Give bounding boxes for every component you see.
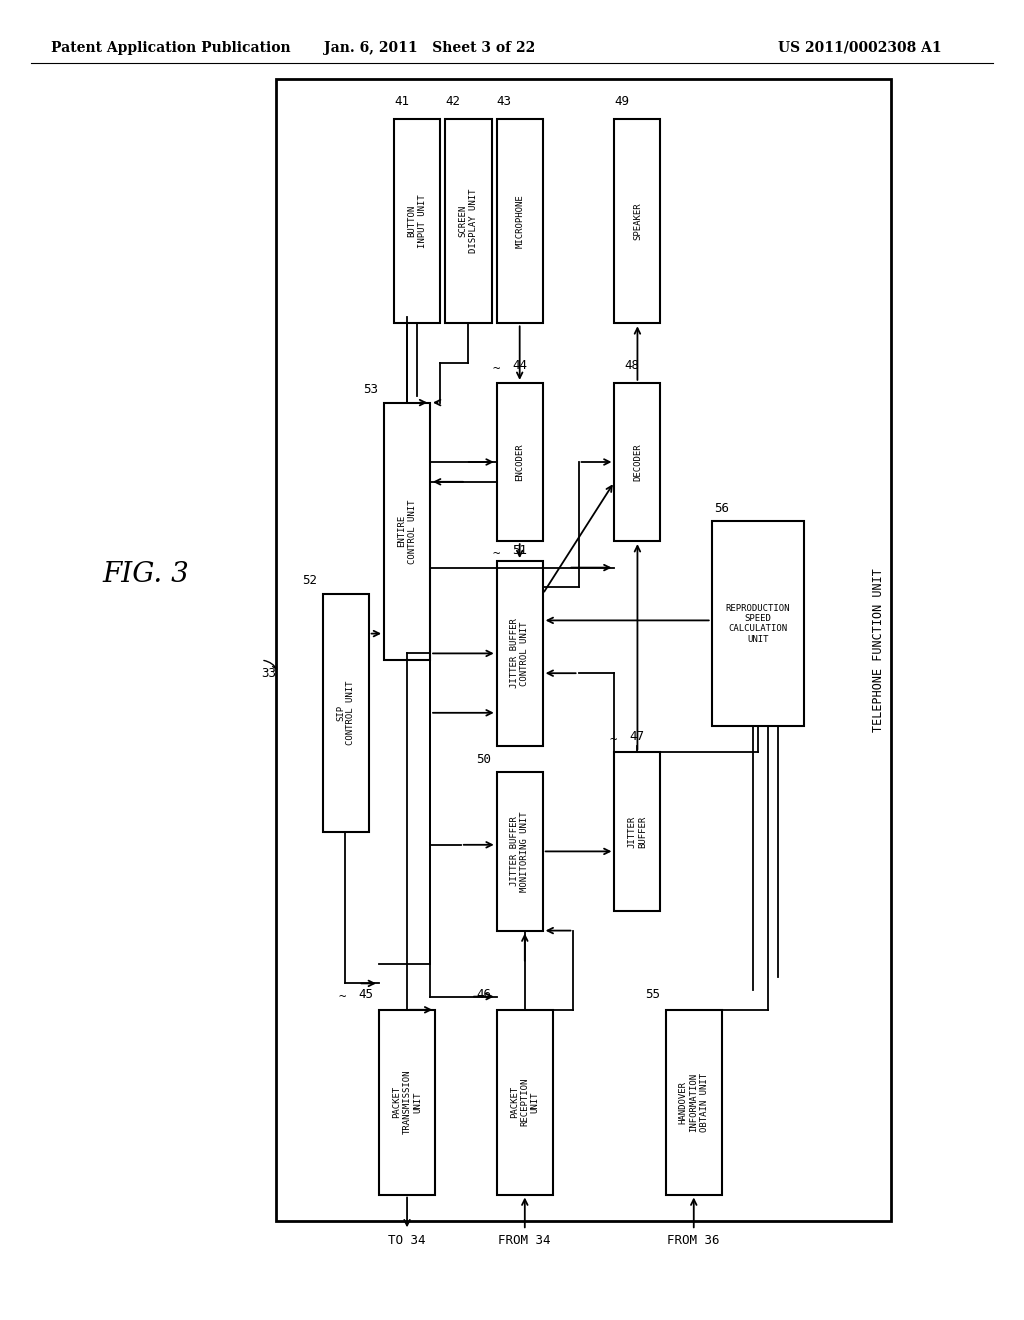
Text: FROM 36: FROM 36 (667, 1234, 720, 1247)
Text: 42: 42 (445, 95, 461, 108)
Text: MICROPHONE: MICROPHONE (515, 194, 524, 248)
Bar (666, 1010, 722, 1195)
Text: SCREEN
DISPLAY UNIT: SCREEN DISPLAY UNIT (459, 189, 478, 253)
Text: 33: 33 (261, 667, 276, 680)
Text: PACKET
RECEPTION
UNIT: PACKET RECEPTION UNIT (510, 1078, 540, 1126)
Text: 43: 43 (497, 95, 512, 108)
Text: 48: 48 (625, 359, 640, 372)
Bar (614, 383, 660, 541)
Bar (276, 79, 891, 1221)
Text: 50: 50 (476, 752, 492, 766)
Text: ENCODER: ENCODER (515, 444, 524, 480)
Bar (712, 521, 804, 726)
Text: 56: 56 (714, 502, 729, 515)
Text: 47: 47 (630, 730, 645, 743)
Text: JITTER BUFFER
MONITORING UNIT: JITTER BUFFER MONITORING UNIT (510, 810, 529, 892)
Text: JITTER BUFFER
CONTROL UNIT: JITTER BUFFER CONTROL UNIT (510, 619, 529, 688)
Text: 49: 49 (614, 95, 630, 108)
Text: BUTTON
INPUT UNIT: BUTTON INPUT UNIT (408, 194, 427, 248)
Text: 55: 55 (645, 987, 660, 1001)
Text: ~: ~ (339, 990, 346, 1003)
Bar (445, 119, 492, 323)
Text: TO 34: TO 34 (388, 1234, 425, 1247)
Text: 52: 52 (302, 574, 317, 587)
Bar (497, 383, 543, 541)
Text: ~: ~ (493, 362, 500, 375)
Bar (394, 119, 440, 323)
Text: SIP
CONTROL UNIT: SIP CONTROL UNIT (336, 681, 355, 744)
Bar (497, 561, 543, 746)
Text: FIG. 3: FIG. 3 (102, 561, 189, 587)
Text: PACKET
TRANSMISSION
UNIT: PACKET TRANSMISSION UNIT (392, 1071, 422, 1134)
Text: FROM 34: FROM 34 (498, 1234, 551, 1247)
Text: ENTIRE
CONTROL UNIT: ENTIRE CONTROL UNIT (397, 499, 417, 564)
Text: SPEAKER: SPEAKER (633, 202, 642, 240)
Text: REPRODUCTION
SPEED
CALCULATION
UNIT: REPRODUCTION SPEED CALCULATION UNIT (726, 603, 790, 644)
Text: 45: 45 (358, 987, 374, 1001)
Text: 46: 46 (476, 987, 492, 1001)
Bar (323, 594, 369, 832)
Text: TELEPHONE FUNCTION UNIT: TELEPHONE FUNCTION UNIT (872, 568, 885, 733)
Text: HANDOVER
INFORMATION
OBTAIN UNIT: HANDOVER INFORMATION OBTAIN UNIT (679, 1073, 709, 1131)
Text: 41: 41 (394, 95, 410, 108)
Bar (614, 752, 660, 911)
Text: 44: 44 (512, 359, 527, 372)
Bar (379, 1010, 435, 1195)
Text: DECODER: DECODER (633, 444, 642, 480)
Bar (497, 772, 543, 931)
Bar (384, 403, 430, 660)
Text: JITTER
BUFFER: JITTER BUFFER (628, 816, 647, 847)
Text: ~: ~ (493, 546, 500, 560)
Text: ~: ~ (610, 733, 617, 746)
Text: US 2011/0002308 A1: US 2011/0002308 A1 (778, 41, 942, 54)
Bar (614, 119, 660, 323)
Bar (497, 1010, 553, 1195)
Text: 51: 51 (512, 544, 527, 557)
Text: Jan. 6, 2011   Sheet 3 of 22: Jan. 6, 2011 Sheet 3 of 22 (325, 41, 536, 54)
Text: Patent Application Publication: Patent Application Publication (51, 41, 291, 54)
Bar (497, 119, 543, 323)
Text: 53: 53 (364, 383, 379, 396)
